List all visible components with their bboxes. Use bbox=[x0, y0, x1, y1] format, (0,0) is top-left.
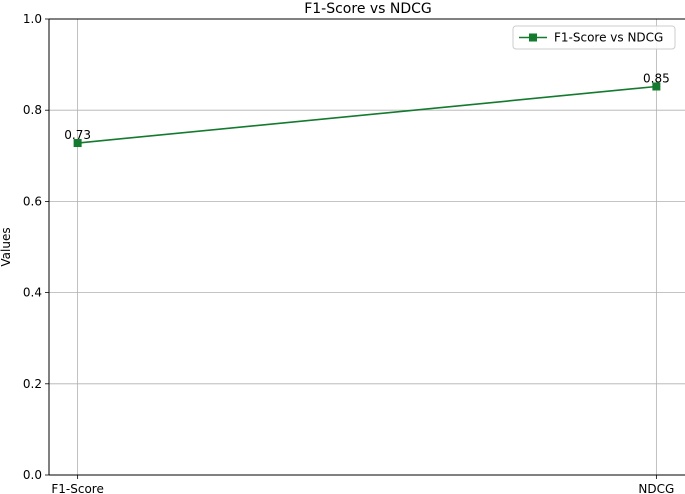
chart-title: F1-Score vs NDCG bbox=[304, 1, 432, 17]
legend-entry-label: F1-Score vs NDCG bbox=[554, 31, 663, 45]
axes-layer: 0.0 0.2 0.4 0.6 0.8 1.0 F1-Score NDCG bbox=[23, 12, 685, 494]
series-layer bbox=[73, 82, 661, 148]
y-axis-label: Values bbox=[0, 227, 13, 266]
y-tick-label: 0.4 bbox=[23, 286, 42, 300]
legend: F1-Score vs NDCG bbox=[512, 25, 676, 50]
y-tick-label: 0.0 bbox=[23, 468, 42, 482]
data-labels-layer: 0.73 0.85 bbox=[64, 71, 669, 142]
series-line bbox=[77, 85, 657, 144]
y-tick-label: 0.6 bbox=[23, 194, 42, 208]
y-tick-label: 0.2 bbox=[23, 377, 42, 391]
y-tick-label: 0.8 bbox=[23, 103, 42, 117]
data-point bbox=[73, 139, 82, 148]
x-tick-label: NDCG bbox=[638, 482, 674, 494]
grid-layer bbox=[49, 18, 685, 476]
y-tick-label: 1.0 bbox=[23, 12, 42, 26]
legend-marker-swatch bbox=[529, 33, 537, 42]
x-tick-label: F1-Score bbox=[51, 482, 103, 494]
legend-box bbox=[512, 25, 676, 50]
data-point bbox=[652, 82, 661, 91]
data-label: 0.73 bbox=[64, 128, 91, 142]
data-label: 0.85 bbox=[643, 71, 670, 85]
